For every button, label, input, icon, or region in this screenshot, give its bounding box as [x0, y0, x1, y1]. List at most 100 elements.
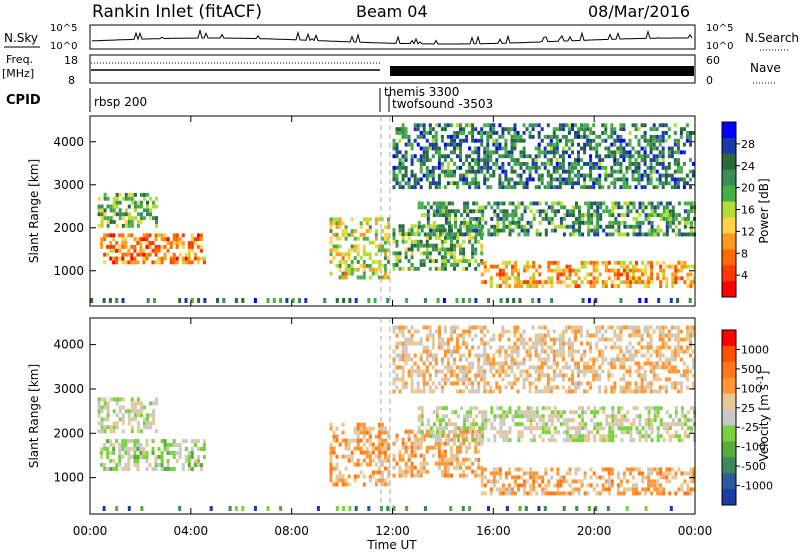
power-echo-cell [586, 138, 590, 143]
power-echo-cell [395, 154, 399, 159]
vel-echo-cell [368, 458, 372, 463]
power-echo-cell [556, 209, 560, 214]
vel-echo-cell [646, 341, 650, 346]
power-echo-cell [172, 252, 176, 257]
vel-echo-cell [617, 422, 621, 427]
power-echo-cell [483, 158, 487, 162]
vel-echo-cell [139, 405, 143, 410]
vel-echo-cell [659, 487, 663, 492]
vel-echo-cell [673, 353, 677, 358]
vel-echo-cell [487, 438, 491, 443]
power-echo-cell [395, 127, 399, 132]
power-echo-cell [471, 150, 475, 155]
power-echo-cell [354, 298, 358, 303]
vel-echo-cell [593, 414, 597, 419]
vel-echo-cell [434, 353, 438, 358]
power-echo-cell [674, 272, 678, 277]
power-echo-cell [637, 162, 641, 166]
power-echo-cell [130, 220, 134, 224]
power-echo-cell [661, 138, 665, 143]
vel-echo-cell [100, 451, 104, 455]
power-echo-cell [145, 233, 149, 238]
vel-echo-cell [690, 418, 693, 423]
power-echo-cell [425, 235, 429, 240]
power-echo-cell [673, 169, 677, 174]
power-echo-cell [619, 142, 623, 147]
vel-echo-cell [689, 487, 693, 492]
power-echo-cell [498, 146, 502, 151]
power-echo-cell [665, 264, 669, 269]
power-echo-cell [604, 165, 608, 170]
power-echo-cell [368, 217, 372, 222]
power-echo-cell [620, 232, 624, 237]
vel-echo-cell [413, 433, 417, 438]
vel-echo-cell [569, 418, 572, 423]
vel-echo-cell [469, 406, 473, 411]
power-echo-cell [416, 181, 420, 186]
power-echo-cell [583, 260, 587, 265]
vel-echo-cell [679, 373, 683, 378]
power-echo-cell [431, 259, 435, 263]
vel-echo-cell [685, 377, 689, 382]
power-echo-cell [562, 232, 566, 237]
vel-echo-cell [404, 449, 408, 454]
vel-echo-cell [410, 373, 414, 378]
vel-echo-cell [106, 417, 110, 422]
vel-echo-cell [118, 405, 122, 410]
vel-echo-cell [613, 361, 617, 366]
power-echo-cell [344, 232, 348, 237]
power-echo-cell [335, 221, 339, 226]
vel-echo-cell [643, 369, 647, 374]
vel-echo-cell [426, 422, 430, 427]
vel-echo-cell [456, 373, 459, 378]
vel-echo-cell [152, 421, 155, 426]
power-echo-cell [598, 181, 602, 186]
power-echo-cell [593, 228, 597, 233]
power-echo-cell [446, 123, 450, 128]
power-echo-cell [686, 213, 690, 217]
vel-echo-cell [620, 426, 624, 431]
power-echo-cell [528, 123, 532, 128]
power-echo-cell [628, 150, 632, 155]
power-echo-cell [613, 154, 617, 159]
power-echo-cell [124, 241, 128, 245]
power-echo-cell [608, 209, 612, 214]
colorbar-tick-label: 12 [741, 225, 755, 238]
power-echo-cell [416, 127, 420, 132]
power-echo-cell [513, 138, 517, 143]
vel-echo-cell [347, 474, 351, 479]
power-echo-cell [664, 138, 668, 143]
vel-echo-cell [670, 353, 674, 358]
power-echo-cell [550, 298, 554, 303]
vel-echo-cell [152, 401, 155, 406]
vel-echo-cell [444, 438, 448, 443]
power-echo-cell [659, 217, 663, 221]
vel-echo-cell [580, 325, 583, 330]
vel-echo-cell [169, 467, 173, 471]
power-echo-cell [595, 264, 599, 269]
vel-echo-cell [586, 329, 590, 334]
vel-echo-cell [646, 361, 650, 366]
power-echo-cell [528, 177, 532, 182]
power-echo-cell [587, 205, 591, 210]
vel-echo-cell [440, 449, 444, 454]
power-echo-cell [434, 259, 438, 263]
power-echo-cell [671, 220, 675, 225]
power-echo-cell [677, 228, 681, 233]
nsearch-label: N.Search [745, 31, 799, 45]
vel-echo-cell [656, 467, 660, 472]
vel-echo-cell [383, 442, 387, 447]
power-echo-cell [398, 138, 402, 143]
power-echo-cell [368, 267, 372, 272]
power-echo-cell [350, 244, 354, 249]
power-echo-cell [562, 268, 566, 273]
power-echo-cell [495, 165, 499, 170]
power-echo-cell [193, 252, 197, 257]
power-echo-cell [443, 154, 447, 159]
power-echo-cell [103, 216, 107, 221]
power-echo-cell [598, 162, 602, 166]
vel-echo-cell [459, 345, 462, 350]
power-echo-cell [607, 134, 611, 139]
vel-echo-cell [450, 333, 453, 338]
vel-echo-cell [646, 349, 650, 354]
